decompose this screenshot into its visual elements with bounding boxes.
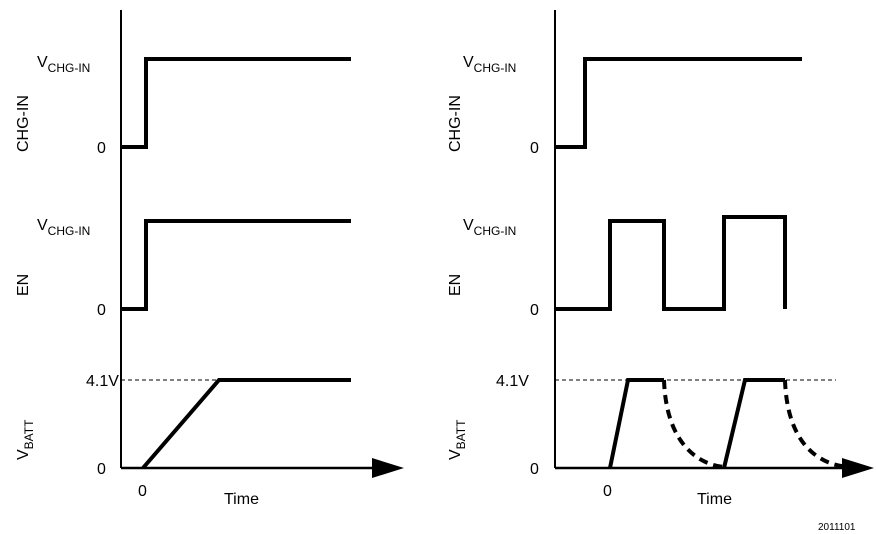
left-en-low-label: 0 — [97, 302, 106, 319]
right-x-axis-label: Time — [697, 491, 732, 508]
right-chg-in-waveform — [555, 57, 802, 149]
left-chg-in-low-label: 0 — [97, 140, 106, 157]
right-x-origin-label: 0 — [603, 483, 612, 500]
left-en-waveform — [121, 219, 351, 311]
right-en-high-label: VCHG-IN — [463, 217, 516, 238]
left-en-high-label: VCHG-IN — [37, 217, 90, 238]
left-x-origin-label: 0 — [138, 483, 147, 500]
figure-id: 2011101 — [818, 522, 856, 533]
left-chg-in-axis-label: CHG-IN — [15, 95, 32, 152]
left-x-axis-arrow — [372, 458, 404, 478]
left-chg-in-waveform — [121, 57, 351, 149]
right-chg-in-axis-label: CHG-IN — [447, 95, 464, 152]
right-vbatt-level-label: 4.1V — [496, 373, 529, 390]
right-vbatt-discharge-2 — [783, 379, 849, 469]
right-vbatt-axis-label: VBATT — [447, 419, 468, 460]
right-vbatt-low-label: 0 — [530, 461, 539, 478]
right-panel: VCHG-IN 0 CHG-IN VCHG-IN 0 EN 4.1V 0 VBA… — [447, 10, 874, 533]
left-vbatt-low-label: 0 — [97, 461, 106, 478]
left-x-axis-label: Time — [224, 491, 259, 508]
left-vbatt-axis-label: VBATT — [15, 419, 36, 460]
left-en-axis-label: EN — [15, 274, 32, 296]
right-en-waveform — [555, 215, 787, 311]
left-panel: VCHG-IN 0 CHG-IN VCHG-IN 0 EN 4.1V 0 VBA… — [15, 10, 404, 508]
right-x-axis-arrow — [842, 458, 874, 478]
left-vbatt-waveform — [141, 378, 351, 470]
left-vbatt-level-label: 4.1V — [86, 373, 119, 390]
right-chg-in-low-label: 0 — [530, 140, 539, 157]
left-chg-in-high-label: VCHG-IN — [37, 54, 90, 75]
right-chg-in-high-label: VCHG-IN — [463, 54, 516, 75]
right-vbatt-discharge-1 — [662, 379, 725, 469]
right-vbatt-charge-1 — [608, 378, 664, 469]
right-vbatt-charge-2 — [722, 378, 785, 469]
right-en-low-label: 0 — [530, 302, 539, 319]
right-en-axis-label: EN — [447, 274, 464, 296]
